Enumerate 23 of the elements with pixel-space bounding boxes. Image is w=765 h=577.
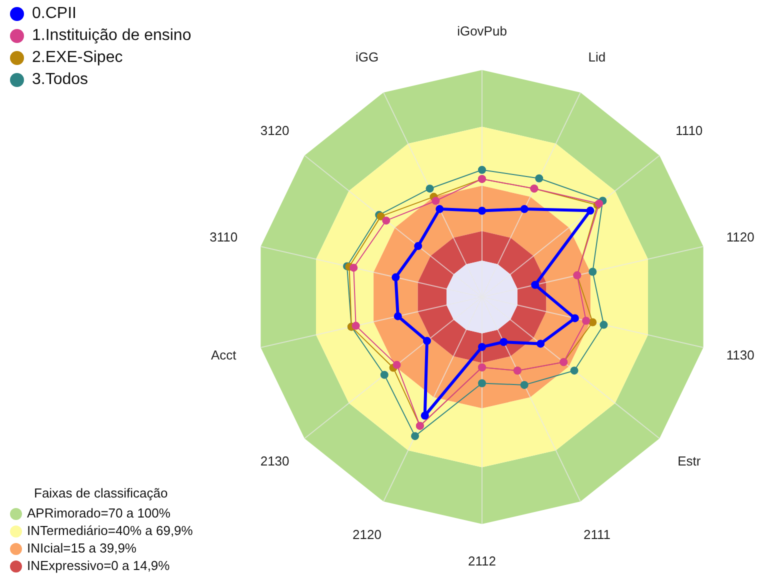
- spoke-label: 1130: [726, 347, 754, 362]
- spoke-label: 2130: [260, 454, 290, 469]
- spoke-label: iGovPub: [457, 23, 507, 38]
- spoke-label: 2112: [468, 553, 496, 568]
- spoke-label: 2111: [583, 527, 610, 542]
- spoke-label: 1110: [676, 123, 703, 138]
- text: INIcial=15 a 39,9%: [27, 540, 137, 556]
- text: INExpressivo=0 a 14,9%: [27, 558, 170, 573]
- legend-label: 3.Todos: [32, 71, 88, 88]
- text: Faixas de classificação: [34, 485, 168, 500]
- legend-label: 2.EXE-Sipec: [32, 49, 123, 66]
- spoke-label: 3120: [260, 123, 290, 138]
- spoke-label: iGG: [355, 50, 379, 65]
- spoke-label: Lid: [588, 50, 606, 65]
- legend-label: 0.CPII: [32, 5, 76, 22]
- spoke-label: Estr: [678, 454, 702, 469]
- spoke-label: 2120: [352, 527, 382, 542]
- text: INTermediário=40% a 69,9%: [27, 522, 194, 538]
- spoke-label: 1120: [726, 229, 754, 244]
- spoke-label: 3110: [210, 229, 238, 244]
- text: APRimorado=70 a 100%: [27, 505, 171, 520]
- spoke-label: Acct: [210, 347, 237, 362]
- legend-label: 1.Instituição de ensino: [32, 27, 192, 44]
